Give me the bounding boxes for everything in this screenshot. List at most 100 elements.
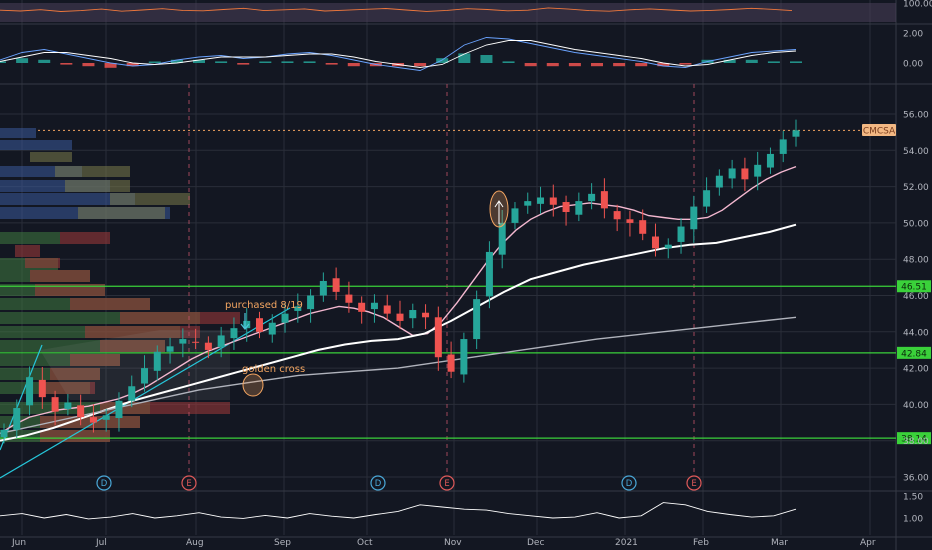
volume-profile-bar xyxy=(30,152,72,162)
candle-body xyxy=(77,405,85,418)
golden-cross-ellipse xyxy=(242,373,264,397)
candle-body xyxy=(179,339,187,344)
price-tick-label: 52.00 xyxy=(903,183,929,193)
macd-histogram-bar xyxy=(568,63,581,67)
volume-profile-bar xyxy=(50,368,100,380)
macd-histogram-bar xyxy=(0,61,6,63)
candle-body xyxy=(792,130,800,137)
candle-body xyxy=(217,335,225,348)
x-tick-label: 2021 xyxy=(615,538,638,548)
event-marker-letter: E xyxy=(691,479,696,489)
candle-body xyxy=(460,339,468,375)
candle-body xyxy=(153,351,161,371)
moving-average-line xyxy=(0,316,797,435)
candle-body xyxy=(26,377,34,406)
macd-histogram-bar xyxy=(104,63,117,68)
candle-body xyxy=(562,202,570,213)
price-tick-label: 44.00 xyxy=(903,328,929,338)
candle-body xyxy=(703,190,711,207)
candle-body xyxy=(600,191,608,209)
event-marker-circle xyxy=(370,475,386,491)
moving-average-line xyxy=(0,223,797,442)
level-label: 46.51 xyxy=(901,283,927,293)
event-marker-circle xyxy=(621,475,637,491)
candle-body xyxy=(728,168,736,179)
event-marker-circle xyxy=(686,475,702,491)
candle-body xyxy=(434,317,442,358)
macd-histogram-bar xyxy=(259,61,272,63)
price-tick-label: 50.00 xyxy=(903,219,929,229)
price-tick-label: 38.00 xyxy=(903,437,929,447)
candle-body xyxy=(51,397,59,412)
price-tick-label: 46.00 xyxy=(903,292,929,302)
candle-body xyxy=(651,236,659,249)
rsi-line xyxy=(0,7,793,12)
macd-histogram-bar xyxy=(546,63,559,67)
macd-histogram-bar xyxy=(524,63,537,67)
macd-histogram-bar xyxy=(414,63,427,67)
volume-profile-bar xyxy=(0,193,135,205)
volume-profile-bar xyxy=(100,340,165,352)
volume-profile-bar xyxy=(110,193,190,205)
gap-annotation xyxy=(489,190,509,228)
macd-histogram-bar xyxy=(790,61,802,63)
candle-body xyxy=(358,302,366,312)
macd-histogram-bar xyxy=(215,61,228,63)
axes: 56.00 54.00 52.00 50.00 48.00 46.00 44.00 42.00… xyxy=(11,0,932,548)
macd-histogram-bar xyxy=(60,63,73,65)
candle-body xyxy=(204,342,212,350)
event-marker-circle xyxy=(96,475,112,491)
macd-histogram-bar xyxy=(38,59,51,63)
candle-body xyxy=(0,429,8,438)
price-tick-label: 42.00 xyxy=(903,365,929,375)
candle-body xyxy=(588,193,596,202)
x-tick-label: Sep xyxy=(274,538,291,548)
candle-body xyxy=(268,322,276,335)
price-tick-label: 48.00 xyxy=(903,256,929,266)
candle-body xyxy=(485,251,493,297)
macd-histogram-bar xyxy=(657,63,670,67)
rsi-tick-label: 100.00 xyxy=(903,0,932,10)
purchase-annotation: purchased 8/19 xyxy=(225,300,303,330)
macd-histogram-bar xyxy=(170,59,183,63)
volume-profile-bar xyxy=(70,298,150,310)
candle-body xyxy=(549,197,557,205)
macd-histogram-bar xyxy=(613,63,626,67)
gap-arrow-icon xyxy=(494,200,504,224)
macd-histogram-bar xyxy=(458,53,471,63)
candle-body xyxy=(690,206,698,230)
event-marker-letter: D xyxy=(626,479,633,489)
candle-body xyxy=(715,175,723,188)
candle-body xyxy=(409,310,417,319)
candle-body xyxy=(255,318,263,332)
x-tick-label: Jun xyxy=(11,538,26,548)
candle-body xyxy=(13,408,21,430)
macd-tick-label: 2.00 xyxy=(903,30,923,40)
price-tick-label: 36.00 xyxy=(903,474,929,484)
x-tick-label: Oct xyxy=(357,538,373,548)
macd-histogram-bar xyxy=(16,58,29,63)
x-tick-label: Aug xyxy=(186,538,204,548)
macd-histogram-bar xyxy=(126,63,139,67)
macd-histogram-bar xyxy=(591,63,603,67)
candle-body xyxy=(575,201,583,215)
event-marker-letter: E xyxy=(186,479,191,489)
candle-body xyxy=(537,197,545,204)
candle-body xyxy=(626,219,634,223)
candle-body xyxy=(128,386,136,401)
candle-body xyxy=(473,299,481,340)
relative-volume-line xyxy=(0,502,797,520)
candle-body xyxy=(664,244,672,249)
level-label: 42.84 xyxy=(901,349,927,359)
macd-histogram-bar xyxy=(193,59,205,63)
macd-histogram-bar xyxy=(347,63,360,67)
candle-body xyxy=(383,305,391,314)
macd-histogram-bar xyxy=(767,61,780,63)
x-tick-label: Mar xyxy=(771,538,788,548)
volume-profile-bar xyxy=(0,232,60,244)
event-marker-circle xyxy=(439,475,455,491)
